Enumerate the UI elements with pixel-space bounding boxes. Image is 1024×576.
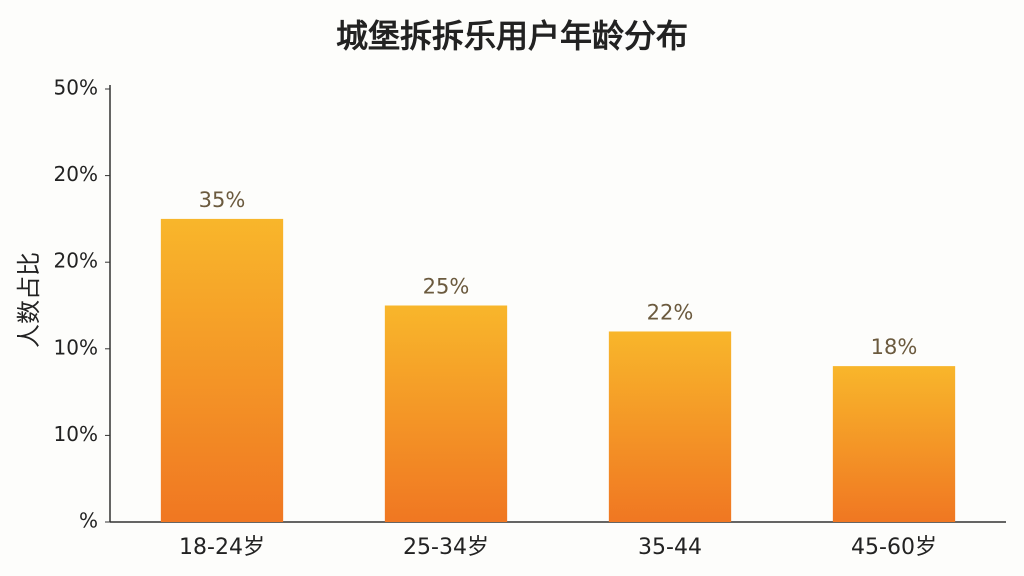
data-label: 35%	[199, 188, 246, 212]
bar	[608, 331, 732, 522]
x-tick-label: 18-24岁	[179, 535, 265, 560]
x-tick-label: 35-44	[638, 535, 702, 560]
x-tick-label: 45-60岁	[851, 535, 937, 560]
y-axis-label: 人数占比	[15, 252, 43, 348]
y-tick-label: 50%	[54, 76, 98, 100]
x-tick-label: 25-34岁	[403, 535, 489, 560]
y-tick-label: 20%	[54, 249, 98, 273]
chart-title: 城堡拆拆乐用户年龄分布	[336, 17, 688, 55]
bar	[160, 218, 284, 522]
y-tick-label: %	[79, 509, 98, 533]
y-tick-label: 10%	[54, 422, 98, 446]
bar	[832, 366, 956, 522]
data-label: 25%	[423, 275, 470, 299]
data-label: 18%	[871, 335, 918, 359]
y-tick-label: 10%	[54, 335, 98, 359]
y-tick-label: 20%	[54, 162, 98, 186]
bar	[384, 305, 508, 522]
data-label: 22%	[647, 300, 694, 324]
